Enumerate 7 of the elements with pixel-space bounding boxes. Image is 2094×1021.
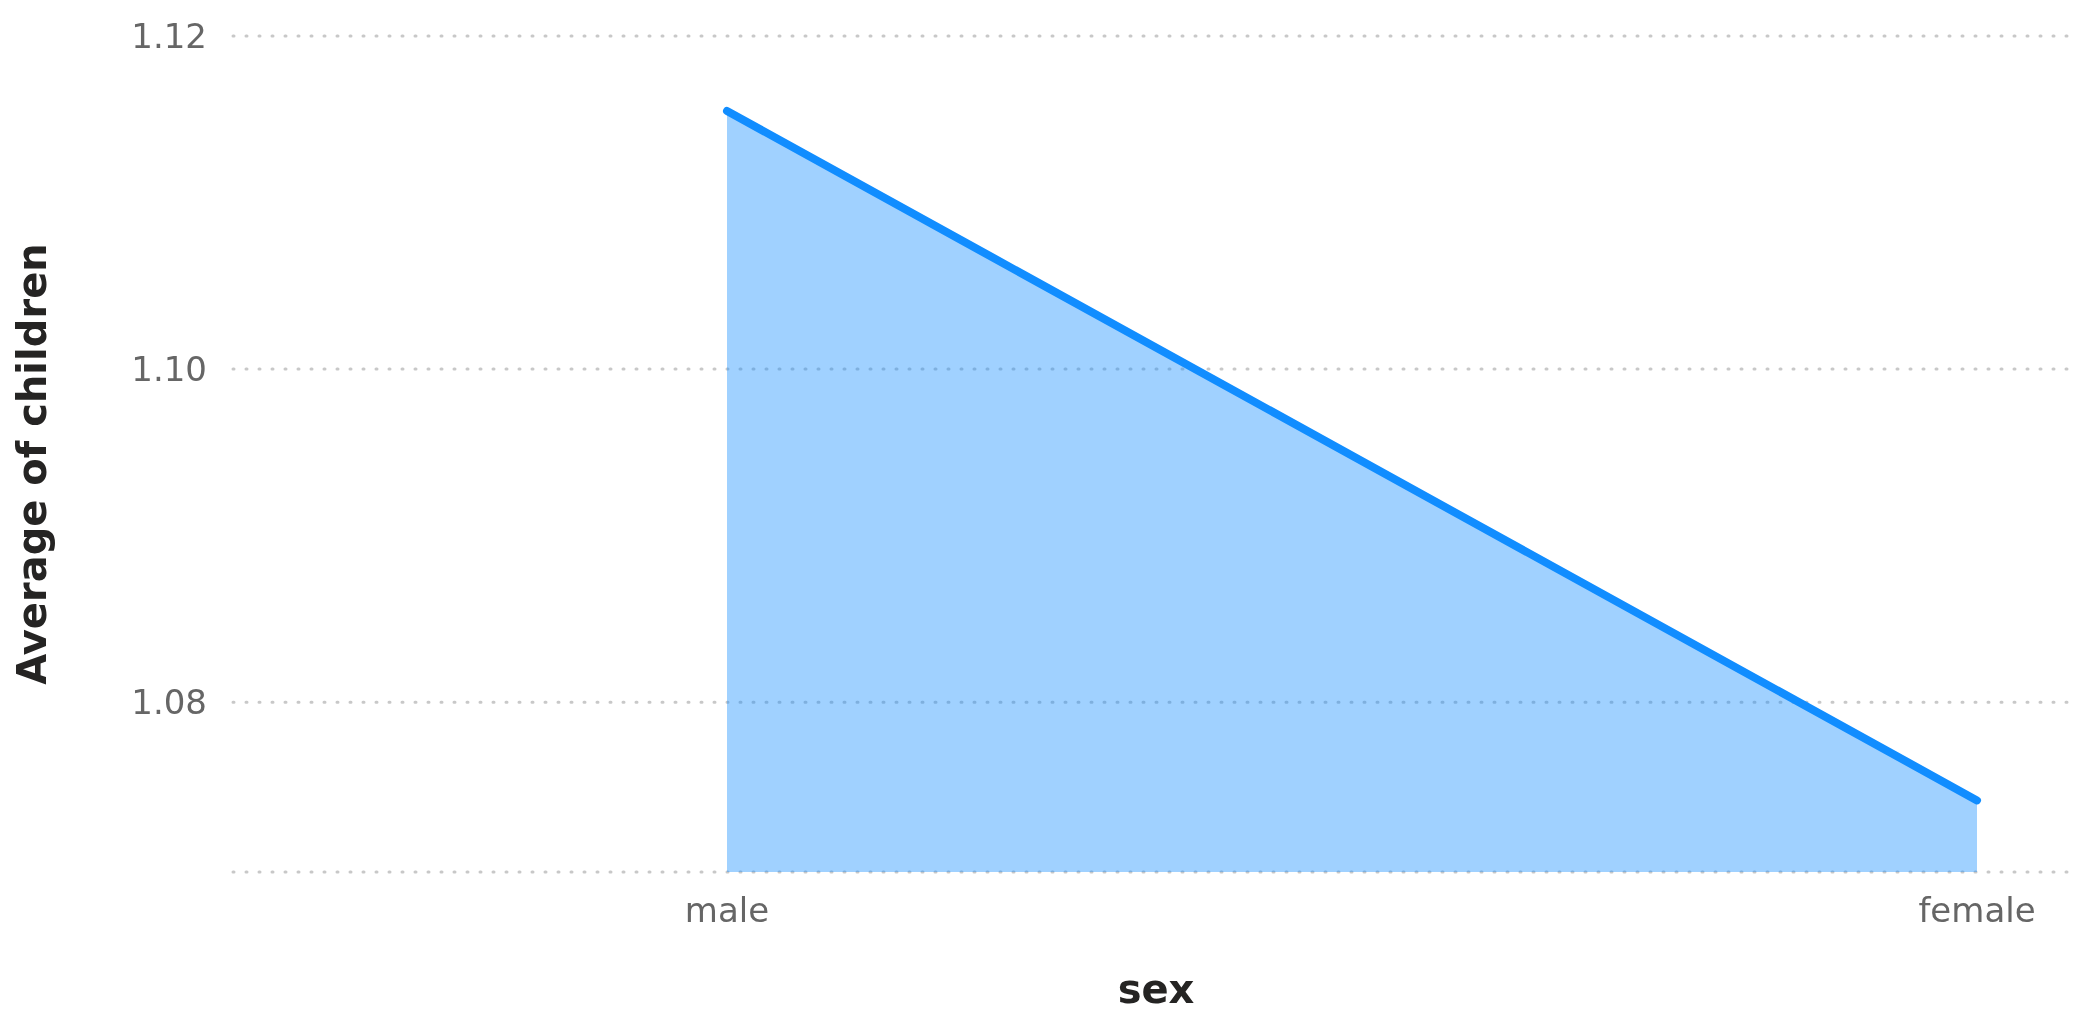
y-tick-label: 1.10 — [131, 349, 207, 390]
x-axis-title: sex — [1117, 966, 1195, 1012]
y-tick-label: 1.12 — [131, 16, 207, 57]
x-tick-label: male — [684, 890, 770, 931]
x-tick-label: female — [1918, 890, 2036, 931]
y-tick-label: 1.08 — [131, 682, 207, 723]
y-axis-title: Average of children — [9, 243, 56, 685]
